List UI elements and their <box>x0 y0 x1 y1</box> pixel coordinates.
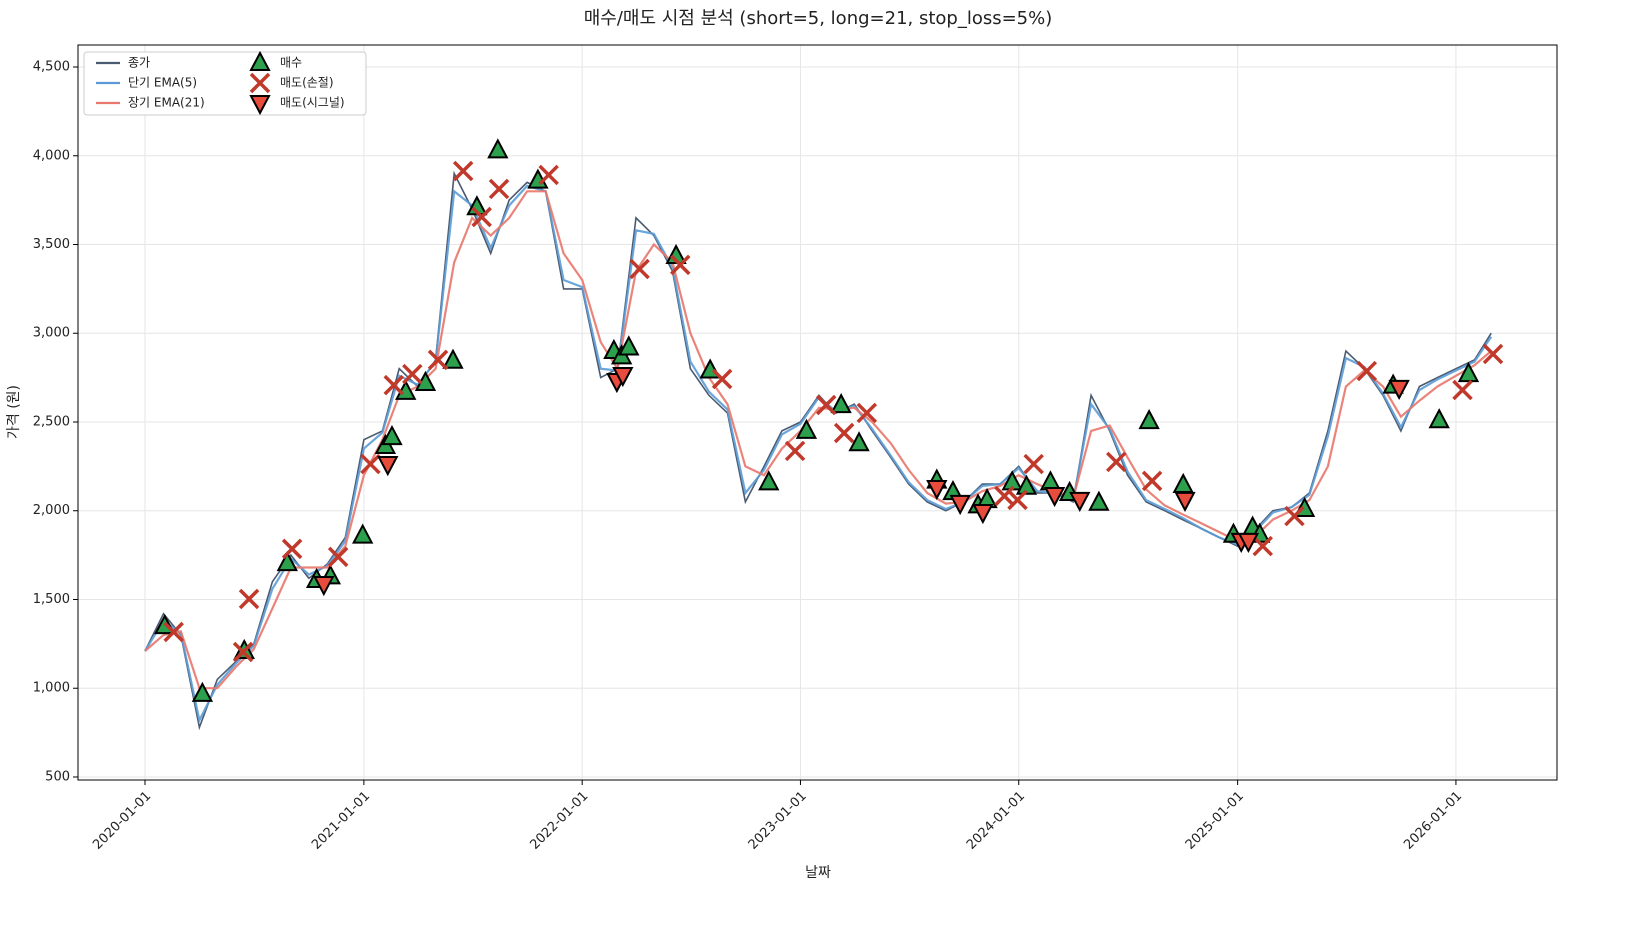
sell-signal-marker <box>949 494 971 516</box>
sell-stoploss-marker <box>488 178 510 200</box>
sell-stoploss-marker <box>1252 535 1273 557</box>
y-tick-label: 3,000 <box>33 326 70 341</box>
sell-stoploss-marker <box>383 374 405 396</box>
buy-marker <box>249 50 271 71</box>
x-tick-label: 2022-01-01 <box>527 789 591 853</box>
sell-stoploss-marker <box>1284 505 1305 527</box>
legend-label: 매수 <box>280 56 302 70</box>
sell-signal-marker <box>1237 532 1260 554</box>
sell-stoploss-marker <box>1452 379 1473 401</box>
sell-signal-marker <box>1069 491 1091 513</box>
buy-marker <box>1039 470 1062 491</box>
y-tick-label: 3,500 <box>33 237 70 252</box>
sell-stoploss-marker <box>538 164 559 186</box>
sell-stoploss-marker <box>833 422 855 444</box>
sell-stoploss-marker <box>281 538 303 560</box>
y-tick-label: 2,500 <box>33 414 70 429</box>
buy-marker <box>1088 490 1110 511</box>
sell-signal-marker <box>972 503 994 525</box>
sell-signal-marker <box>1174 491 1196 513</box>
sell-stoploss-marker <box>784 440 806 462</box>
legend-label: 단기 EMA(5) <box>128 76 197 90</box>
y-tick-label: 4,000 <box>33 148 70 163</box>
y-tick-label: 2,000 <box>33 503 70 518</box>
sell-stoploss-marker <box>327 546 349 568</box>
sell-signal-marker <box>249 95 271 116</box>
sell-signal-marker <box>1388 379 1410 401</box>
y-tick-label: 1,000 <box>33 681 70 696</box>
x-tick-label: 2023-01-01 <box>746 789 810 853</box>
sell-stoploss-marker <box>856 402 878 424</box>
sell-stoploss-marker <box>1482 343 1504 365</box>
sell-stoploss-marker <box>1023 453 1044 475</box>
buy-marker <box>830 392 852 414</box>
sell-stoploss-marker <box>1105 451 1127 473</box>
sell-stoploss-marker <box>427 349 449 371</box>
x-tick-label: 2020-01-01 <box>90 789 154 853</box>
buy-marker <box>1172 472 1194 494</box>
sell-signal-marker <box>313 576 335 597</box>
buy-marker <box>381 424 403 446</box>
sell-stoploss-marker <box>1141 470 1163 492</box>
sell-signal-marker <box>612 366 634 388</box>
plot-frame <box>77 44 1558 781</box>
sell-signal-marker <box>926 480 948 501</box>
x-tick-label: 2024-01-01 <box>964 789 1028 853</box>
price-line <box>144 190 1492 690</box>
buy-marker <box>487 138 509 159</box>
legend-label: 종가 <box>128 56 150 70</box>
price-line <box>144 170 1492 731</box>
sell-stoploss-marker <box>815 394 837 416</box>
buy-marker <box>758 470 780 491</box>
x-axis-label: 날짜 <box>805 865 831 881</box>
x-tick-label: 2026-01-01 <box>1401 789 1465 853</box>
sell-stoploss-marker <box>711 368 733 390</box>
sell-stoploss-marker <box>471 206 492 228</box>
sell-stoploss-marker <box>1007 489 1028 511</box>
buy-marker <box>442 348 464 369</box>
buy-marker <box>1015 474 1038 495</box>
x-tick-label: 2021-01-01 <box>309 789 373 853</box>
sell-stoploss-marker <box>163 621 184 643</box>
legend-label: 매도(시그널) <box>280 96 345 110</box>
sell-stoploss-marker <box>670 254 691 276</box>
buy-marker <box>276 550 298 572</box>
y-tick-label: 1,500 <box>33 592 70 607</box>
sell-stoploss-marker <box>1356 360 1378 382</box>
y-tick-label: 4,500 <box>33 60 70 75</box>
buy-marker <box>1457 361 1480 383</box>
x-tick-label: 2025-01-01 <box>1183 789 1247 853</box>
sell-signal-marker <box>377 456 399 477</box>
buy-marker <box>191 681 214 702</box>
y-axis-label: 가격 (원) <box>6 385 22 439</box>
legend-label: 장기 EMA(21) <box>128 96 205 110</box>
sell-stoploss-marker <box>994 485 1015 507</box>
buy-marker <box>618 335 640 356</box>
sell-stoploss-marker <box>452 160 474 182</box>
y-tick-label: 500 <box>45 769 70 784</box>
buy-marker <box>352 523 374 544</box>
sell-stoploss-marker <box>402 363 423 385</box>
buy-marker <box>1138 408 1160 430</box>
chart-title: 매수/매도 시점 분석 (short=5, long=21, stop_loss… <box>584 8 1053 29</box>
sell-stoploss-marker <box>249 72 271 94</box>
sell-stoploss-marker <box>232 641 254 663</box>
sell-signal-marker <box>1043 486 1066 508</box>
buy-marker <box>1428 408 1450 429</box>
sell-stoploss-marker <box>238 588 260 610</box>
legend-box <box>83 51 367 116</box>
buy-marker <box>795 418 818 439</box>
sell-stoploss-marker <box>360 453 381 475</box>
buy-marker <box>848 431 870 452</box>
sell-stoploss-marker <box>629 258 650 280</box>
legend-label: 매도(손절) <box>280 76 334 90</box>
price-line <box>144 184 1493 724</box>
